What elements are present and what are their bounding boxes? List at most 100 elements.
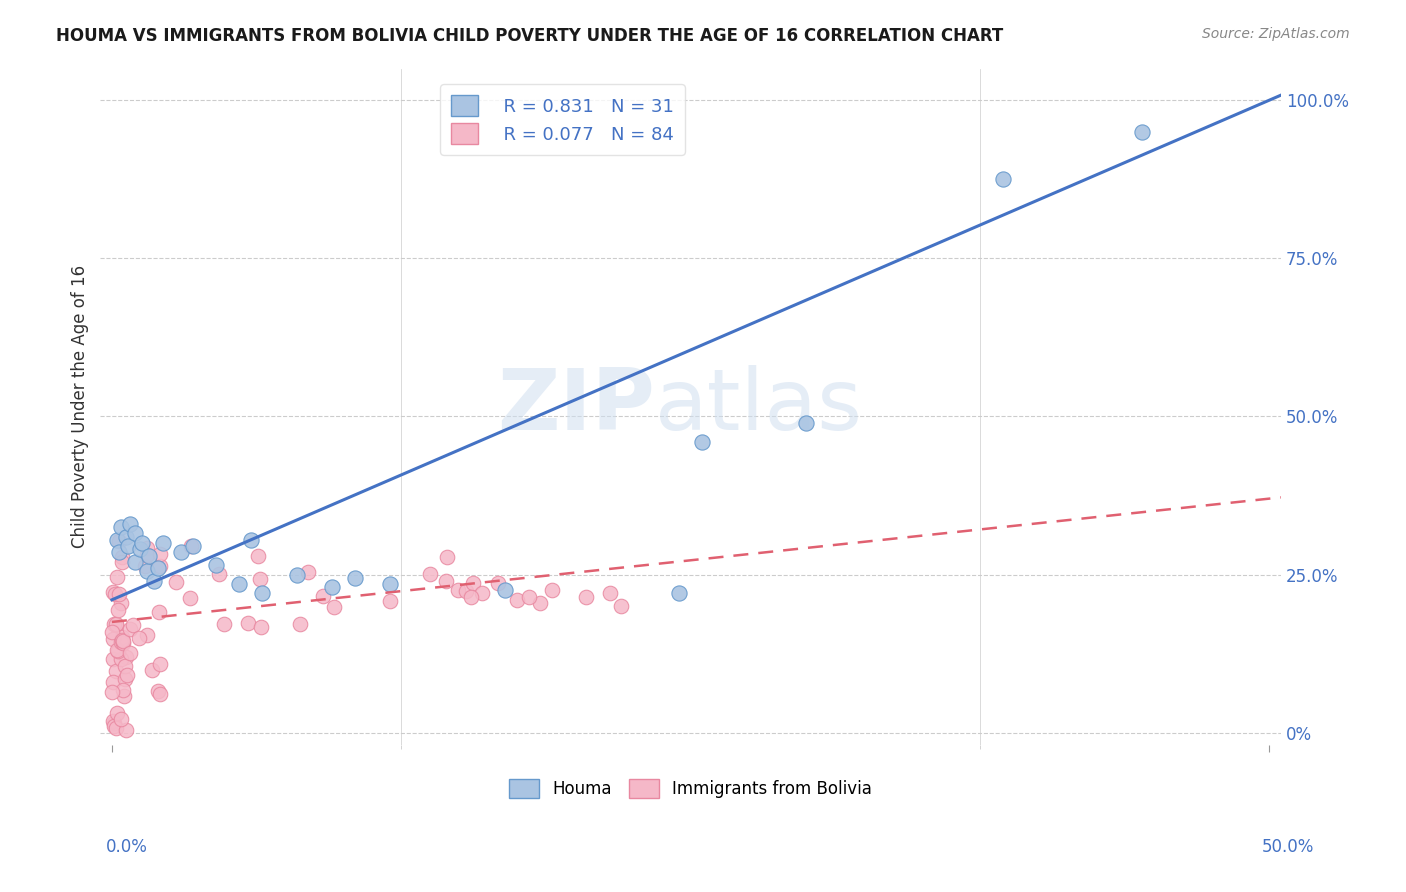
Point <box>152 536 174 550</box>
Point <box>250 620 273 634</box>
Point <box>247 549 270 563</box>
Point <box>128 631 150 645</box>
Point <box>134 558 156 573</box>
Point <box>378 577 401 591</box>
Y-axis label: Child Poverty Under the Age of 16: Child Poverty Under the Age of 16 <box>72 265 89 549</box>
Text: ZIP: ZIP <box>498 366 655 449</box>
Point <box>105 569 128 583</box>
Point <box>105 533 128 547</box>
Point <box>111 630 134 644</box>
Point <box>101 624 124 639</box>
Point <box>461 576 484 591</box>
Point <box>114 650 136 665</box>
Point <box>138 549 160 563</box>
Point <box>312 589 335 603</box>
Point <box>141 663 163 677</box>
Point <box>148 683 170 698</box>
Point <box>110 635 132 649</box>
Point <box>239 533 262 547</box>
Point <box>118 646 141 660</box>
Point <box>180 540 202 554</box>
Point <box>436 550 458 565</box>
Point <box>103 719 125 733</box>
Point <box>101 714 124 728</box>
Point <box>111 550 134 565</box>
Point <box>149 548 172 562</box>
Point <box>103 616 125 631</box>
Text: 50.0%: 50.0% <box>1263 838 1315 856</box>
Point <box>238 615 260 630</box>
Point <box>101 584 124 599</box>
Point <box>285 567 308 582</box>
Point <box>166 575 188 590</box>
Point <box>228 577 250 591</box>
Point <box>103 675 125 690</box>
Point <box>517 590 540 604</box>
Point <box>460 590 482 604</box>
Point <box>108 545 131 559</box>
Point <box>252 586 274 600</box>
Point <box>1130 125 1153 139</box>
Point <box>110 652 132 666</box>
Point <box>991 172 1014 186</box>
Point <box>148 559 170 574</box>
Point <box>104 587 127 601</box>
Text: 0.0%: 0.0% <box>105 838 148 856</box>
Point <box>117 539 139 553</box>
Point <box>136 548 159 562</box>
Point <box>212 616 235 631</box>
Point <box>111 636 134 650</box>
Text: atlas: atlas <box>655 366 863 449</box>
Point <box>148 688 170 702</box>
Point <box>486 576 509 591</box>
Point <box>122 617 145 632</box>
Point <box>690 434 713 449</box>
Point <box>103 632 125 646</box>
Point <box>343 571 366 585</box>
Point <box>114 659 136 673</box>
Point <box>101 652 124 666</box>
Point <box>111 555 134 569</box>
Point <box>181 539 204 553</box>
Point <box>796 416 818 430</box>
Point <box>599 586 621 600</box>
Point <box>419 567 441 582</box>
Point <box>179 591 201 606</box>
Point <box>124 555 146 569</box>
Point <box>112 690 135 704</box>
Point <box>110 520 132 534</box>
Point <box>148 561 170 575</box>
Point <box>456 584 478 599</box>
Point <box>434 574 457 589</box>
Point <box>128 542 150 557</box>
Point <box>120 622 142 636</box>
Point <box>205 558 228 572</box>
Point <box>131 536 153 550</box>
Point <box>111 632 134 647</box>
Point <box>108 534 131 549</box>
Point <box>101 685 124 699</box>
Point <box>207 567 229 582</box>
Point <box>124 526 146 541</box>
Point <box>104 721 127 735</box>
Point <box>149 657 172 671</box>
Point <box>105 664 128 678</box>
Point <box>495 583 517 598</box>
Text: HOUMA VS IMMIGRANTS FROM BOLIVIA CHILD POVERTY UNDER THE AGE OF 16 CORRELATION C: HOUMA VS IMMIGRANTS FROM BOLIVIA CHILD P… <box>56 27 1004 45</box>
Point <box>142 574 165 588</box>
Point <box>110 596 132 610</box>
Point <box>135 565 157 579</box>
Point <box>288 617 311 632</box>
Point <box>105 643 128 657</box>
Point <box>148 605 170 619</box>
Point <box>378 594 401 608</box>
Point <box>114 723 136 738</box>
Point <box>114 672 136 686</box>
Point <box>115 668 138 682</box>
Point <box>506 592 529 607</box>
Point <box>107 603 129 617</box>
Point <box>110 712 132 726</box>
Point <box>170 545 193 559</box>
Point <box>297 565 319 579</box>
Point <box>112 634 135 648</box>
